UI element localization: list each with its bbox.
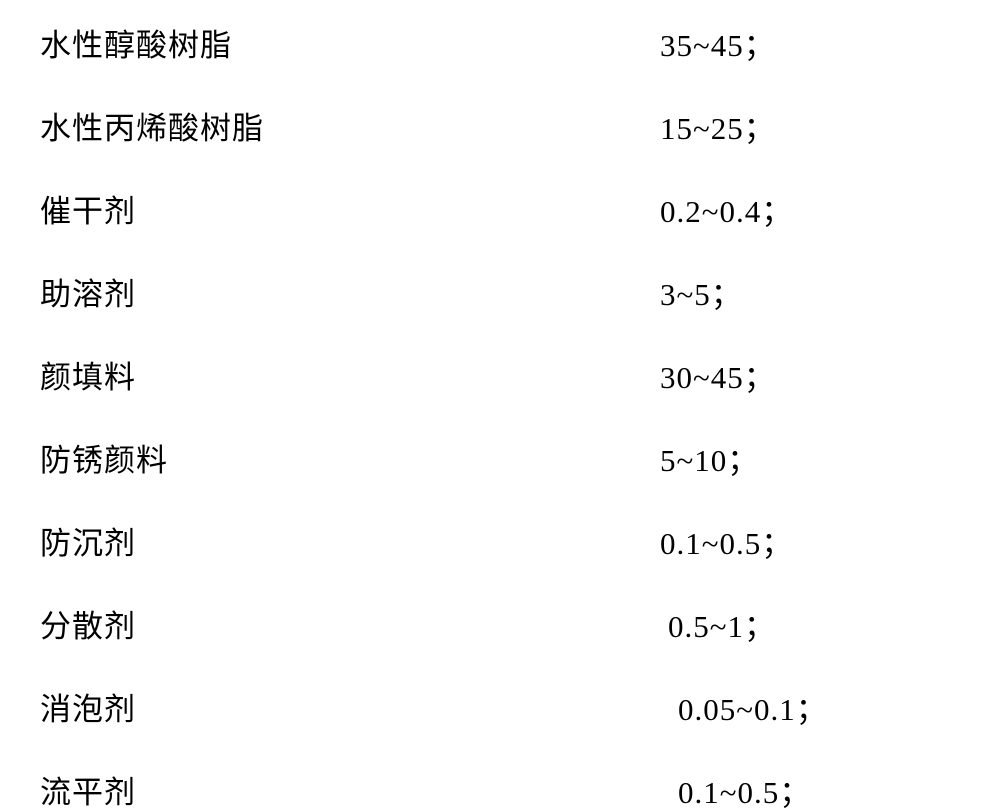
table-row: 水性丙烯酸树脂 15~25； bbox=[40, 103, 960, 148]
ingredient-label: 水性丙烯酸树脂 bbox=[40, 103, 660, 148]
ingredient-label: 消泡剂 bbox=[40, 684, 660, 729]
ingredient-label: 防沉剂 bbox=[40, 518, 660, 563]
ingredient-table: 水性醇酸树脂 35~45； 水性丙烯酸树脂 15~25； 催干剂 0.2~0.4… bbox=[40, 20, 960, 812]
ingredient-label: 助溶剂 bbox=[40, 269, 660, 314]
ingredient-value: 5~10； bbox=[660, 435, 759, 480]
table-row: 水性醇酸树脂 35~45； bbox=[40, 20, 960, 65]
ingredient-label: 分散剂 bbox=[40, 601, 660, 646]
ingredient-label: 催干剂 bbox=[40, 186, 660, 231]
table-row: 助溶剂 3~5； bbox=[40, 269, 960, 314]
ingredient-value: 0.05~0.1； bbox=[660, 684, 828, 729]
ingredient-value: 0.5~1； bbox=[660, 601, 776, 646]
table-row: 防锈颜料 5~10； bbox=[40, 435, 960, 480]
table-row: 催干剂 0.2~0.4； bbox=[40, 186, 960, 231]
ingredient-value: 30~45； bbox=[660, 352, 776, 397]
ingredient-value: 0.1~0.5； bbox=[660, 767, 811, 812]
ingredient-value: 35~45； bbox=[660, 20, 776, 65]
ingredient-label: 水性醇酸树脂 bbox=[40, 20, 660, 65]
table-row: 消泡剂 0.05~0.1； bbox=[40, 684, 960, 729]
ingredient-label: 防锈颜料 bbox=[40, 435, 660, 480]
ingredient-label: 流平剂 bbox=[40, 767, 660, 812]
ingredient-value: 3~5； bbox=[660, 269, 743, 314]
ingredient-value: 0.1~0.5； bbox=[660, 518, 793, 563]
table-row: 颜填料 30~45； bbox=[40, 352, 960, 397]
ingredient-label: 颜填料 bbox=[40, 352, 660, 397]
ingredient-value: 0.2~0.4； bbox=[660, 186, 793, 231]
ingredient-value: 15~25； bbox=[660, 103, 776, 148]
table-row: 流平剂 0.1~0.5； bbox=[40, 767, 960, 812]
table-row: 分散剂 0.5~1； bbox=[40, 601, 960, 646]
table-row: 防沉剂 0.1~0.5； bbox=[40, 518, 960, 563]
